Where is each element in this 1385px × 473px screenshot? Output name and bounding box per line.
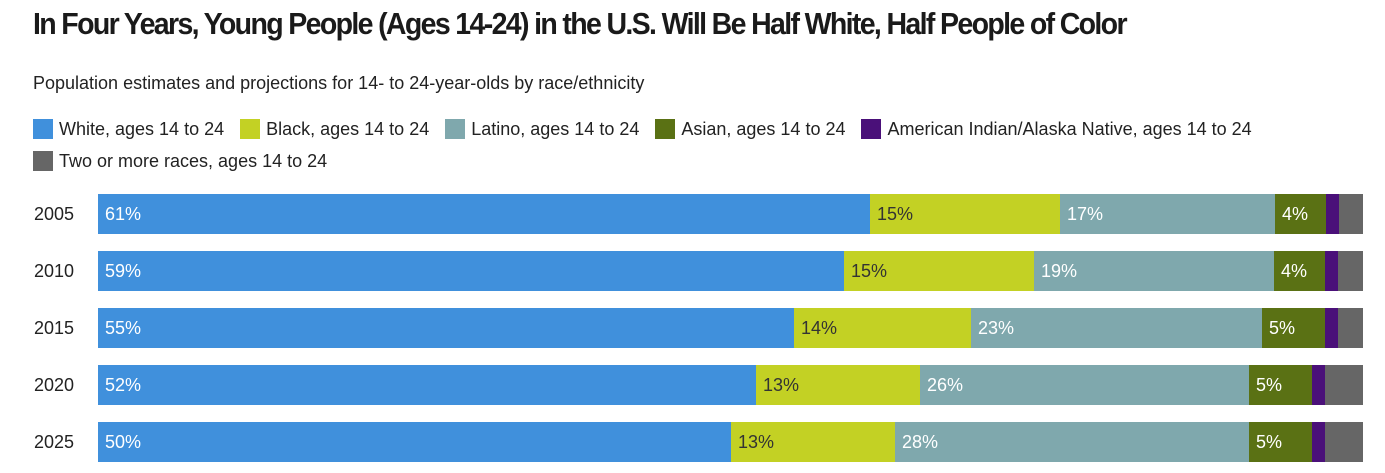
data-label: 19% bbox=[1041, 261, 1078, 281]
data-label: 15% bbox=[877, 204, 914, 224]
category-label: 2020 bbox=[34, 375, 75, 395]
legend-swatch bbox=[445, 119, 466, 139]
bar-segment-black: 15% bbox=[844, 251, 1034, 291]
legend-swatch bbox=[861, 119, 882, 139]
bar-segment-asian: 4% bbox=[1275, 194, 1326, 234]
data-label: 13% bbox=[763, 375, 800, 395]
legend-swatch bbox=[240, 119, 261, 139]
legend-item-black: Black, ages 14 to 24 bbox=[240, 117, 429, 141]
bar-segment-white: 61% bbox=[98, 194, 870, 234]
chart-title: In Four Years, Young People (Ages 14-24)… bbox=[33, 6, 1128, 41]
data-label: 52% bbox=[105, 375, 142, 395]
legend-label: American Indian/Alaska Native, ages 14 t… bbox=[887, 118, 1252, 139]
stacked-bar: 61% 15% 17% 4% bbox=[98, 194, 1363, 234]
bar-segment-aian bbox=[1312, 365, 1325, 405]
data-label: 55% bbox=[105, 318, 142, 338]
bar-segment-latino: 28% bbox=[895, 422, 1249, 462]
bar-segment-black: 15% bbox=[870, 194, 1060, 234]
bar-segment-white: 50% bbox=[98, 422, 731, 462]
chart-subtitle: Population estimates and projections for… bbox=[33, 73, 645, 93]
bar-segment-aian bbox=[1326, 194, 1339, 234]
data-label: 61% bbox=[105, 204, 142, 224]
data-label: 5% bbox=[1269, 318, 1296, 338]
bar-segment-two-or-more bbox=[1325, 422, 1363, 462]
chart-legend: White, ages 14 to 24 Black, ages 14 to 24… bbox=[33, 117, 1373, 173]
stacked-bar-chart: 2005 61% 15% 17% 4% 2010 59% 15% 19% 4% 2015 55% 14%… bbox=[0, 190, 1385, 473]
data-label: 4% bbox=[1281, 261, 1308, 281]
data-label: 4% bbox=[1282, 204, 1309, 224]
bar-row-2020: 2020 52% 13% 26% 5% bbox=[0, 365, 1385, 405]
bar-segment-asian: 5% bbox=[1262, 308, 1325, 348]
bar-row-2025: 2025 50% 13% 28% 5% bbox=[0, 422, 1385, 462]
bar-segment-asian: 4% bbox=[1274, 251, 1325, 291]
bar-segment-latino: 26% bbox=[920, 365, 1249, 405]
data-label: 28% bbox=[902, 432, 939, 452]
legend-item-asian: Asian, ages 14 to 24 bbox=[655, 117, 845, 141]
bar-segment-black: 13% bbox=[756, 365, 920, 405]
data-label: 14% bbox=[801, 318, 838, 338]
legend-label: Asian, ages 14 to 24 bbox=[681, 118, 846, 139]
data-label: 15% bbox=[851, 261, 888, 281]
bar-segment-two-or-more bbox=[1338, 251, 1363, 291]
stacked-bar: 55% 14% 23% 5% bbox=[98, 308, 1363, 348]
bar-segment-white: 59% bbox=[98, 251, 844, 291]
legend-label: Black, ages 14 to 24 bbox=[266, 118, 430, 139]
bar-segment-black: 13% bbox=[731, 422, 895, 462]
legend-swatch bbox=[655, 119, 676, 139]
bar-row-2005: 2005 61% 15% 17% 4% bbox=[0, 194, 1385, 234]
bar-segment-white: 52% bbox=[98, 365, 756, 405]
data-label: 23% bbox=[978, 318, 1015, 338]
bar-segment-aian bbox=[1312, 422, 1325, 462]
legend-item-two-or-more: Two or more races, ages 14 to 24 bbox=[33, 149, 327, 173]
legend-label: Latino, ages 14 to 24 bbox=[471, 118, 640, 139]
data-label: 13% bbox=[738, 432, 775, 452]
bar-segment-black: 14% bbox=[794, 308, 971, 348]
bar-row-2015: 2015 55% 14% 23% 5% bbox=[0, 308, 1385, 348]
bar-segment-latino: 17% bbox=[1060, 194, 1275, 234]
legend-item-aian: American Indian/Alaska Native, ages 14 t… bbox=[861, 117, 1252, 141]
bar-segment-white: 55% bbox=[98, 308, 794, 348]
category-label: 2005 bbox=[34, 204, 75, 224]
stacked-bar: 59% 15% 19% 4% bbox=[98, 251, 1363, 291]
legend-label: White, ages 14 to 24 bbox=[59, 118, 225, 139]
category-label: 2025 bbox=[34, 432, 75, 452]
bar-segment-latino: 23% bbox=[971, 308, 1262, 348]
legend-swatch bbox=[33, 151, 53, 171]
bar-segment-two-or-more bbox=[1339, 194, 1363, 234]
category-label: 2010 bbox=[34, 261, 75, 281]
data-label: 17% bbox=[1067, 204, 1104, 224]
bar-segment-two-or-more bbox=[1325, 365, 1363, 405]
data-label: 26% bbox=[927, 375, 964, 395]
category-label: 2015 bbox=[34, 318, 75, 338]
bar-row-2010: 2010 59% 15% 19% 4% bbox=[0, 251, 1385, 291]
bar-segment-latino: 19% bbox=[1034, 251, 1274, 291]
bar-segment-asian: 5% bbox=[1249, 422, 1312, 462]
legend-label: Two or more races, ages 14 to 24 bbox=[59, 150, 328, 171]
data-label: 59% bbox=[105, 261, 142, 281]
data-label: 5% bbox=[1256, 375, 1283, 395]
legend-swatch bbox=[33, 119, 53, 139]
bar-segment-asian: 5% bbox=[1249, 365, 1312, 405]
legend-item-white: White, ages 14 to 24 bbox=[33, 117, 224, 141]
data-label: 50% bbox=[105, 432, 142, 452]
data-label: 5% bbox=[1256, 432, 1283, 452]
bar-segment-two-or-more bbox=[1338, 308, 1363, 348]
legend-item-latino: Latino, ages 14 to 24 bbox=[445, 117, 639, 141]
bar-segment-aian bbox=[1325, 251, 1338, 291]
bar-segment-aian bbox=[1325, 308, 1338, 348]
stacked-bar: 52% 13% 26% 5% bbox=[98, 365, 1363, 405]
stacked-bar: 50% 13% 28% 5% bbox=[98, 422, 1363, 462]
